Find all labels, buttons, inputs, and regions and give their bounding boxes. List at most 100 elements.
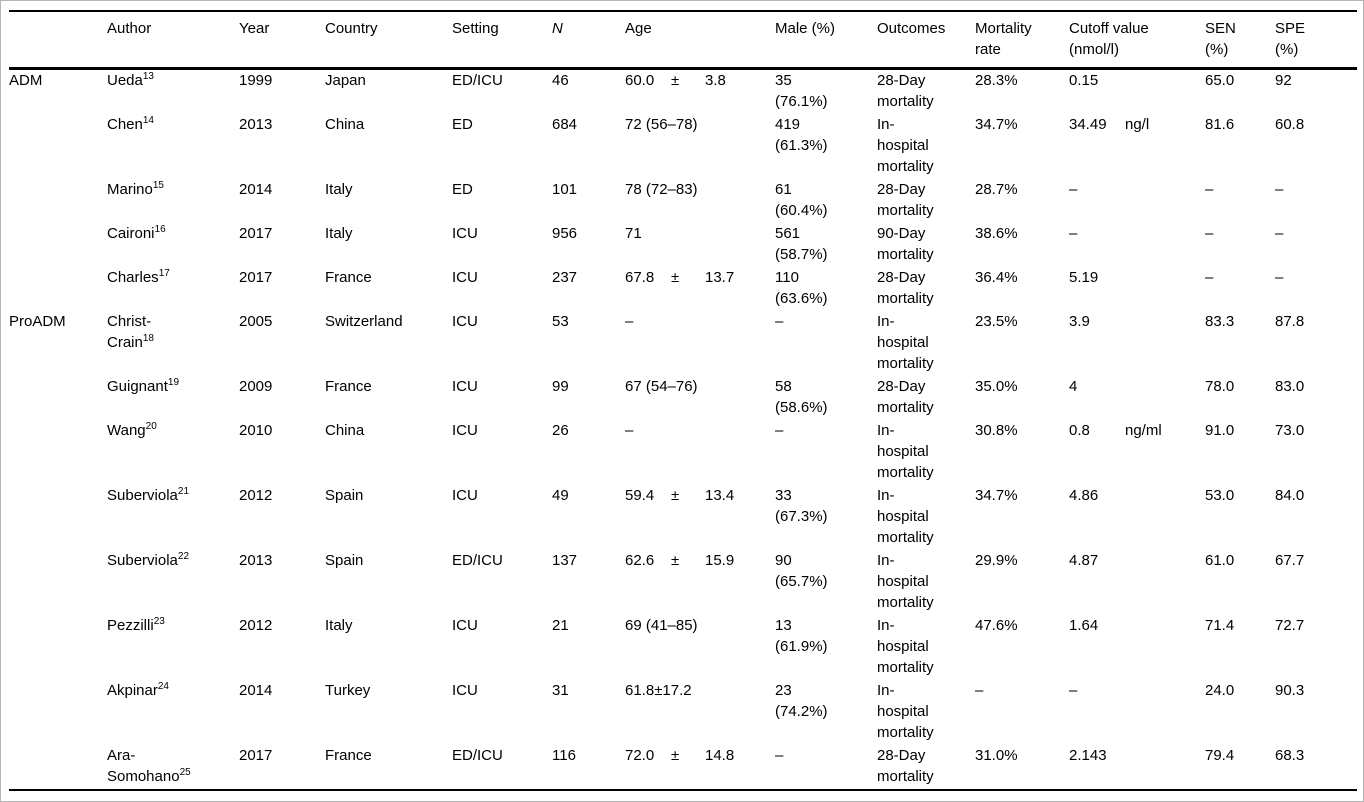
cell-age: 71 bbox=[625, 223, 775, 267]
author-reference-number: 17 bbox=[158, 268, 170, 279]
cell-author: Wang20 bbox=[107, 420, 239, 485]
cell-age: 78 (72–83) bbox=[625, 179, 775, 223]
cell-year: 2014 bbox=[239, 682, 273, 699]
col-header-age: Age bbox=[625, 11, 775, 70]
cell-country: Turkey bbox=[325, 682, 371, 699]
cell-author: Akpinar24 bbox=[107, 680, 239, 745]
cell-age: 72.0 ±14.8 bbox=[625, 745, 775, 790]
age-mean: 78 (72–83) bbox=[625, 181, 698, 198]
author-reference-number: 24 bbox=[157, 681, 169, 692]
cell-setting: ED/ICU bbox=[452, 552, 503, 569]
cell-male-percent: 23 (74.2%) bbox=[775, 682, 828, 720]
author-reference-number: 25 bbox=[179, 767, 191, 778]
cell-author: Suberviola21 bbox=[107, 485, 239, 550]
cell-outcomes: 28-Day mortality bbox=[877, 181, 934, 219]
cell-cutoff-value: – bbox=[1069, 680, 1205, 745]
cell-male-percent: – bbox=[775, 313, 784, 330]
age-plus-minus: ± bbox=[671, 487, 680, 504]
cutoff-value: 4 bbox=[1069, 378, 1078, 395]
cell-group bbox=[9, 267, 107, 311]
cell-outcomes: In- hospital mortality bbox=[877, 116, 934, 175]
cell-mortality-rate: – bbox=[975, 682, 984, 699]
cell-spe: – bbox=[1275, 269, 1284, 286]
cutoff-value: 0.8 bbox=[1069, 422, 1090, 439]
cell-author: Pezzilli23 bbox=[107, 615, 239, 680]
cell-male-percent: 58 (58.6%) bbox=[775, 378, 828, 416]
cell-setting: ICU bbox=[452, 487, 478, 504]
author-reference-number: 19 bbox=[167, 377, 180, 388]
age-sd: 3.8 bbox=[705, 72, 726, 89]
cell-author: Ueda13 bbox=[107, 69, 239, 115]
author-name: Akpinar bbox=[107, 682, 158, 699]
cell-year: 1999 bbox=[239, 72, 273, 89]
cell-author: Charles17 bbox=[107, 267, 239, 311]
cell-setting: ICU bbox=[452, 378, 478, 395]
cell-country: Spain bbox=[325, 552, 364, 569]
cell-spe: – bbox=[1275, 225, 1284, 242]
cell-cutoff-value: – bbox=[1069, 179, 1205, 223]
cell-group bbox=[9, 550, 107, 615]
cell-setting: ED bbox=[452, 116, 473, 133]
cell-n: 237 bbox=[552, 269, 578, 286]
cell-author: Ara- Somohano25 bbox=[107, 745, 239, 790]
cell-year: 2013 bbox=[239, 116, 273, 133]
cell-year: 2009 bbox=[239, 378, 273, 395]
col-header-n: N bbox=[552, 11, 625, 70]
cell-country: France bbox=[325, 747, 372, 764]
author-name: Wang bbox=[107, 422, 146, 439]
cell-outcomes: 90-Day mortality bbox=[877, 225, 934, 263]
col-header-outcomes: Outcomes bbox=[877, 11, 975, 70]
cutoff-value: 2.143 bbox=[1069, 747, 1107, 764]
table-row: ProADM Christ- Crain18 2005 Switzerland … bbox=[9, 311, 1357, 376]
author-name: Ueda bbox=[107, 72, 143, 89]
col-header-year: Year bbox=[239, 11, 325, 70]
cell-age: 72 (56–78) bbox=[625, 114, 775, 179]
age-sd: 13.4 bbox=[705, 487, 735, 504]
cell-mortality-rate: 31.0% bbox=[975, 747, 1018, 764]
cell-outcomes: In- hospital mortality bbox=[877, 617, 934, 676]
cell-n: 53 bbox=[552, 313, 569, 330]
cell-n: 49 bbox=[552, 487, 569, 504]
cell-n: 46 bbox=[552, 72, 569, 89]
table-row: Ara- Somohano25 2017 France ED/ICU 116 7… bbox=[9, 745, 1357, 790]
cell-spe: 72.7 bbox=[1275, 617, 1305, 634]
table-row: ADM Ueda13 1999 Japan ED/ICU 46 60.0 ±3.8… bbox=[9, 69, 1357, 115]
cell-group bbox=[9, 376, 107, 420]
cell-n: 101 bbox=[552, 181, 578, 198]
cutoff-value: – bbox=[1069, 181, 1078, 198]
cutoff-value: 0.15 bbox=[1069, 72, 1099, 89]
author-name: Pezzilli bbox=[107, 617, 154, 634]
table-row: Wang20 2010 China ICU 26 – – In- hospita… bbox=[9, 420, 1357, 485]
author-name: Guignant bbox=[107, 378, 168, 395]
age-plus-minus: ± bbox=[671, 747, 680, 764]
cell-group bbox=[9, 745, 107, 790]
cell-sen: – bbox=[1205, 269, 1214, 286]
cell-n: 956 bbox=[552, 225, 578, 242]
col-header-male: Male (%) bbox=[775, 11, 877, 70]
cell-year: 2010 bbox=[239, 422, 273, 439]
cell-author: Suberviola22 bbox=[107, 550, 239, 615]
author-name: Suberviola bbox=[107, 552, 178, 569]
cell-mortality-rate: 23.5% bbox=[975, 313, 1018, 330]
cutoff-value: 5.19 bbox=[1069, 269, 1099, 286]
cell-setting: ICU bbox=[452, 225, 478, 242]
author-reference-number: 20 bbox=[145, 421, 157, 432]
cell-author: Guignant19 bbox=[107, 376, 239, 420]
cell-sen: 81.6 bbox=[1205, 116, 1235, 133]
author-name: Caironi bbox=[107, 225, 155, 242]
author-reference-number: 14 bbox=[142, 115, 154, 126]
author-reference-number: 18 bbox=[142, 333, 154, 344]
age-mean: 67.8 bbox=[625, 269, 655, 286]
cutoff-value: 3.9 bbox=[1069, 313, 1090, 330]
table-row: Suberviola21 2012 Spain ICU 49 59.4 ±13.4… bbox=[9, 485, 1357, 550]
cell-sen: – bbox=[1205, 181, 1214, 198]
cell-spe: 90.3 bbox=[1275, 682, 1305, 699]
age-mean: 71 bbox=[625, 225, 642, 242]
header-row: Author Year Country Setting N Age Male (… bbox=[9, 11, 1357, 70]
cell-cutoff-value: 4.86 bbox=[1069, 485, 1205, 550]
cell-cutoff-value: 0.15 bbox=[1069, 69, 1205, 115]
age-plus-minus: ± bbox=[671, 269, 680, 286]
cutoff-value: 4.87 bbox=[1069, 552, 1099, 569]
author-name: Charles bbox=[107, 269, 159, 286]
cell-country: China bbox=[325, 116, 365, 133]
